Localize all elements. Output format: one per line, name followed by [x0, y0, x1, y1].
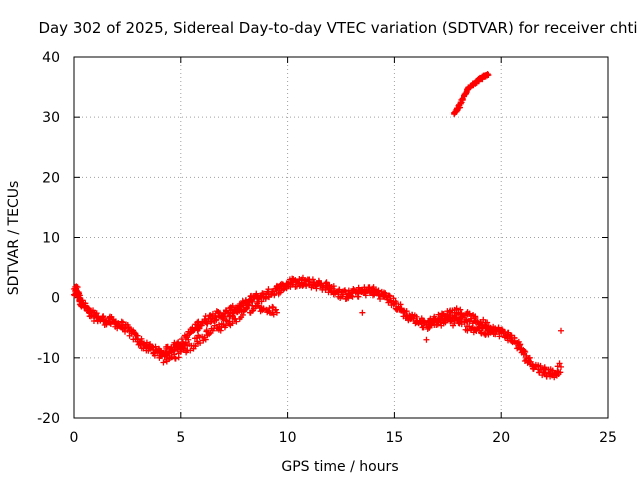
data-point	[558, 327, 565, 334]
data-point	[359, 309, 366, 316]
data-point	[239, 311, 246, 318]
data-point	[176, 342, 183, 349]
y-tick-label: 20	[42, 170, 60, 186]
data-point	[309, 276, 316, 283]
data-point	[479, 325, 486, 332]
data-point	[390, 295, 397, 302]
data-point	[413, 313, 420, 320]
data-point	[250, 307, 257, 314]
y-tick-label: 30	[42, 110, 60, 126]
x-axis-label: GPS time / hours	[281, 459, 398, 475]
data-point	[556, 360, 563, 367]
data-point	[516, 342, 523, 349]
y-tick-label: 0	[51, 291, 60, 307]
x-tick-label: 20	[492, 430, 510, 446]
chart-title: Day 302 of 2025, Sidereal Day-to-day VTE…	[38, 19, 637, 37]
data-point	[217, 327, 224, 334]
data-point	[137, 341, 144, 348]
data-point	[393, 299, 400, 306]
data-point	[408, 311, 415, 318]
data-point	[299, 281, 306, 288]
data-point	[164, 350, 171, 357]
data-point	[477, 329, 484, 336]
data-point	[177, 348, 184, 355]
data-point	[258, 298, 265, 305]
data-point	[355, 293, 362, 300]
data-point	[185, 336, 192, 343]
y-tick-label: -20	[37, 411, 60, 427]
data-point	[487, 329, 494, 336]
data-point	[172, 355, 179, 362]
data-point	[330, 283, 337, 290]
data-point	[425, 323, 432, 330]
data-point	[377, 295, 384, 302]
data-point	[313, 285, 320, 292]
data-point	[252, 303, 259, 310]
data-point	[229, 320, 236, 327]
data-point	[362, 292, 369, 299]
data-point	[178, 336, 185, 343]
data-point	[299, 274, 306, 281]
data-point	[521, 347, 528, 354]
y-axis-label: SDTVAR / TECUs	[6, 181, 22, 296]
grid-lines	[74, 57, 608, 418]
axis-ticks: 0 5 10 15 20 25 -20 -10 0 10 20 30 40	[37, 50, 617, 446]
data-point	[461, 318, 468, 325]
data-point	[522, 348, 529, 355]
x-tick-label: 0	[70, 430, 79, 446]
x-tick-label: 10	[279, 430, 297, 446]
data-point	[428, 322, 435, 329]
data-point	[269, 309, 276, 316]
data-point	[194, 319, 201, 326]
data-point	[76, 292, 83, 299]
data-point	[244, 301, 251, 308]
y-tick-label: 10	[42, 231, 60, 247]
data-point	[223, 317, 230, 324]
data-point	[485, 72, 492, 79]
y-tick-label: 40	[42, 50, 60, 66]
data-point	[507, 332, 514, 339]
data-point	[483, 324, 490, 331]
data-point	[170, 351, 177, 358]
data-point	[187, 347, 194, 354]
x-tick-label: 15	[385, 430, 403, 446]
data-point	[202, 336, 209, 343]
x-tick-label: 25	[599, 430, 617, 446]
data-point	[272, 306, 279, 313]
data-point	[222, 313, 229, 320]
data-point	[243, 305, 250, 312]
data-point	[558, 363, 565, 370]
data-point	[271, 292, 278, 299]
data-point	[233, 318, 240, 325]
data-point	[100, 313, 107, 320]
data-point	[466, 310, 473, 317]
data-point	[74, 284, 81, 291]
x-tick-label: 5	[176, 430, 185, 446]
data-point	[152, 343, 159, 350]
data-point	[484, 71, 491, 78]
data-point	[213, 316, 220, 323]
data-point	[386, 292, 393, 299]
data-point	[118, 318, 125, 325]
data-point	[229, 302, 236, 309]
data-point	[93, 310, 100, 317]
data-point	[175, 354, 182, 361]
data-point	[423, 336, 430, 343]
data-point	[204, 320, 211, 327]
data-point	[197, 340, 204, 347]
data-point	[557, 369, 564, 376]
data-point	[472, 313, 479, 320]
y-tick-label: -10	[37, 351, 60, 367]
data-points	[71, 71, 565, 381]
data-point	[496, 333, 503, 340]
data-point	[464, 327, 471, 334]
data-point	[265, 286, 272, 293]
data-point	[526, 354, 533, 361]
